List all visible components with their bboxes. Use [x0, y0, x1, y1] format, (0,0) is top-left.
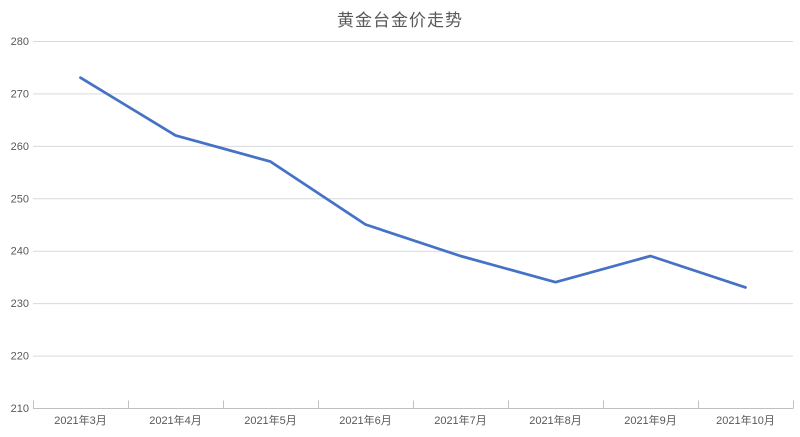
x-axis-label: 2021年3月	[54, 413, 107, 427]
price-line	[79, 76, 747, 289]
y-axis-label: 260	[11, 141, 29, 153]
chart-title: 黄金台金价走势	[337, 11, 463, 30]
x-axis-label: 2021年9月	[624, 413, 677, 427]
y-axis-label: 250	[11, 193, 29, 205]
y-axis-label: 220	[11, 351, 29, 363]
y-axis-label: 210	[11, 403, 29, 415]
y-axis-label: 230	[11, 298, 29, 310]
x-axis-label: 2021年10月	[716, 413, 775, 427]
x-axis-label: 2021年6月	[339, 413, 392, 427]
y-axis-label: 270	[11, 88, 29, 100]
x-axis-label: 2021年5月	[244, 413, 297, 427]
x-axis-label: 2021年4月	[149, 413, 202, 427]
y-axis-label: 240	[11, 246, 29, 258]
y-axis-label: 280	[11, 36, 29, 48]
x-axis-label: 2021年8月	[529, 413, 582, 427]
x-axis-label: 2021年7月	[434, 413, 487, 427]
